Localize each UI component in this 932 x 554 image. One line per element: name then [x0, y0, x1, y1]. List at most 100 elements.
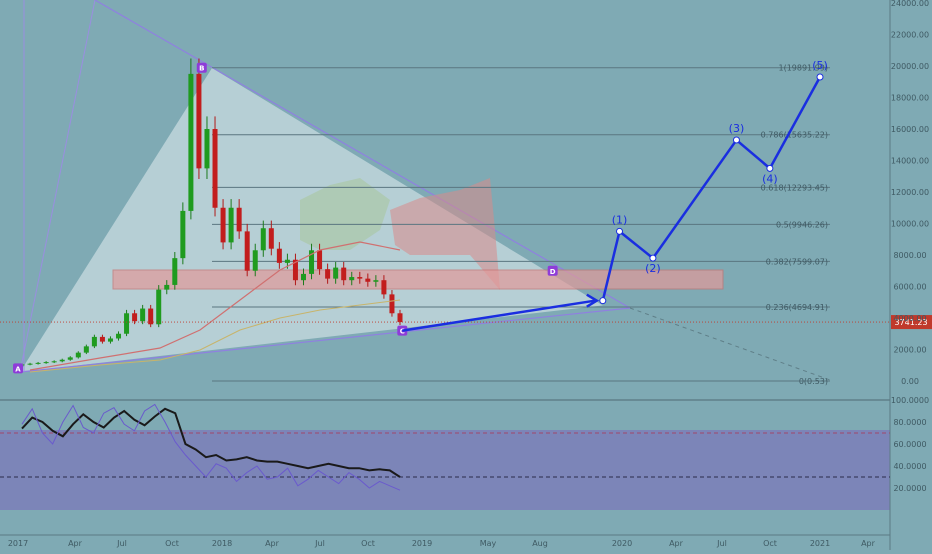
pattern-label-C: C [400, 328, 405, 336]
candle-38 [325, 269, 331, 279]
wave-point-2 [649, 254, 657, 262]
moving-average-yellow [29, 299, 401, 373]
time-tick-3: Oct [165, 539, 179, 548]
candle-39 [333, 267, 339, 279]
candle-20 [180, 210, 186, 259]
oscillator-band [0, 430, 890, 510]
candle-33 [284, 259, 290, 263]
resistance-zone [112, 269, 724, 290]
candle-35 [300, 273, 306, 281]
lower-trendline [19, 307, 631, 373]
candle-16 [148, 308, 154, 325]
pattern-marker-D [547, 265, 558, 276]
candle-22 [196, 73, 202, 169]
moving-average-red [29, 241, 401, 371]
ichimoku-cloud-green [300, 178, 390, 250]
price-tick-6: 12000.00 [891, 188, 929, 197]
wave-label-3: (3) [729, 122, 745, 135]
time-tick-9: May [480, 539, 497, 548]
candle-3 [43, 362, 49, 364]
candle-42 [357, 277, 363, 279]
wave-label-1: (1) [612, 213, 628, 226]
trendline-extension [629, 307, 831, 381]
wave-label-4: (4) [762, 172, 778, 185]
pattern-marker-B [196, 62, 207, 73]
osc-tick-4: 20.0000 [893, 484, 926, 493]
price-tick-0: 24000.00 [891, 0, 929, 8]
upper-trendline [94, 0, 631, 309]
projection-arrow [402, 299, 595, 332]
wave-point-5 [816, 73, 824, 81]
time-tick-14: Oct [763, 539, 777, 548]
price-tick-7: 10000.00 [891, 220, 929, 229]
candle-26 [228, 207, 234, 243]
wave-label-2: (2) [645, 262, 661, 275]
candle-12 [116, 333, 122, 339]
time-tick-12: Apr [669, 539, 684, 548]
price-tick-5: 14000.00 [891, 157, 929, 166]
pattern-label-A: A [15, 365, 21, 373]
wave-point-3 [732, 136, 740, 144]
candle-2 [35, 362, 41, 364]
time-tick-8: 2019 [412, 539, 432, 548]
candle-27 [236, 207, 242, 232]
pattern-marker-A [13, 363, 23, 374]
candle-29 [252, 250, 258, 271]
candle-5 [59, 359, 65, 362]
time-tick-2: Jul [116, 539, 127, 548]
time-tick-1: Apr [68, 539, 83, 548]
wave-point-0 [599, 297, 607, 305]
candle-36 [309, 250, 315, 274]
time-tick-15: 2021 [810, 539, 830, 548]
fib-label-0: 1(19891.99) [778, 64, 828, 73]
fib-label-2: 0.618(12293.45) [761, 183, 828, 192]
time-tick-16: Apr [861, 539, 876, 548]
price-tick-12: 0.00 [901, 377, 919, 386]
price-tick-1: 22000.00 [891, 31, 929, 40]
trendline-left [19, 0, 96, 373]
fib-label-4: 0.382(7599.07) [766, 257, 828, 266]
fib-label-5: 0.236(4694.91) [766, 303, 828, 312]
time-tick-7: Oct [361, 539, 375, 548]
time-tick-5: Apr [265, 539, 280, 548]
candle-6 [67, 357, 73, 360]
osc-tick-3: 40.0000 [893, 462, 926, 471]
fib-label-1: 0.786(15635.22) [761, 131, 828, 140]
candle-31 [268, 228, 274, 249]
price-tick-4: 16000.00 [891, 125, 929, 134]
candle-28 [244, 231, 250, 271]
time-tick-13: Jul [716, 539, 727, 548]
projection-arrowhead [586, 293, 600, 308]
osc-tick-2: 60.0000 [893, 440, 926, 449]
candle-43 [365, 278, 371, 282]
fib-label-6: 0(0.53) [799, 377, 828, 386]
candle-14 [132, 313, 138, 322]
candle-9 [91, 336, 97, 347]
candle-17 [156, 289, 162, 325]
candle-10 [99, 336, 105, 342]
candle-7 [75, 352, 81, 358]
candle-18 [164, 284, 170, 290]
candle-44 [373, 280, 379, 282]
candle-25 [220, 207, 226, 243]
wave-label-5: (5) [812, 59, 828, 72]
candle-40 [341, 267, 347, 281]
candle-41 [349, 277, 355, 281]
price-tick-3: 18000.00 [891, 94, 929, 103]
price-tick-9: 6000.00 [893, 283, 926, 292]
candle-32 [276, 248, 282, 263]
wave-point-4 [766, 164, 774, 172]
candle-15 [140, 308, 146, 322]
time-tick-10: Aug [532, 539, 548, 548]
osc-tick-0: 100.0000 [891, 396, 929, 405]
ichimoku-cloud-red [390, 178, 500, 290]
candle-11 [107, 338, 113, 342]
price-tick-11: 2000.00 [893, 346, 926, 355]
time-tick-4: 2018 [212, 539, 232, 548]
candle-4 [51, 361, 57, 363]
wave-point-1 [616, 227, 623, 235]
candle-24 [212, 129, 218, 208]
wave-projection-line [601, 76, 822, 301]
